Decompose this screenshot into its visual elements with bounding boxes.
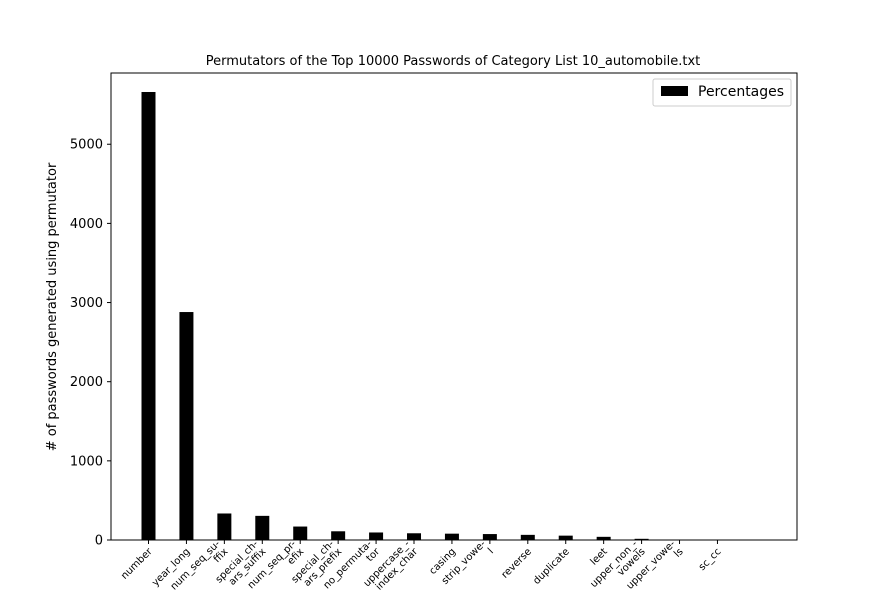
bar (559, 536, 573, 540)
y-tick-label: 3000 (70, 296, 103, 311)
bar (483, 534, 497, 540)
legend-swatch (661, 86, 688, 96)
bar (521, 535, 535, 540)
bar (407, 533, 421, 540)
x-tick-label-line: duplicate (531, 546, 572, 587)
bar (445, 534, 459, 540)
x-tick-label-line: l (486, 546, 496, 556)
x-tick-label-line: reverse (500, 546, 534, 580)
x-axis-ticks: numberyear_longnum_seq_su-ffixspecial_ch… (119, 538, 723, 600)
bar (369, 532, 383, 540)
legend-label: Percentages (698, 84, 784, 100)
y-tick-label: 5000 (70, 138, 103, 153)
x-tick-label: strip_vowe-l (440, 538, 496, 594)
bar (293, 527, 307, 540)
x-tick-label-line: number (119, 546, 155, 582)
y-tick-label: 1000 (70, 454, 103, 469)
y-axis-label: # of passwords generated using permutato… (45, 162, 60, 451)
y-tick-label: 2000 (70, 375, 103, 390)
bar (179, 312, 193, 540)
legend: Percentages (653, 79, 791, 106)
bar (331, 531, 345, 540)
bar (255, 516, 269, 540)
x-tick-label: reverse (500, 546, 534, 580)
y-axis-ticks: 0 1000 2000 3000 4000 5000 (70, 138, 111, 549)
x-tick-label: sc_cc (697, 546, 724, 573)
x-tick-label: number (119, 546, 155, 582)
bars (142, 92, 725, 540)
chart-title: Permutators of the Top 10000 Passwords o… (206, 54, 701, 69)
y-tick-label: 0 (95, 534, 103, 549)
bar (217, 513, 231, 540)
plot-frame (111, 73, 797, 540)
x-tick-label-line: sc_cc (697, 546, 724, 573)
bar (142, 92, 156, 540)
y-tick-label: 4000 (70, 217, 103, 232)
x-tick-label: duplicate (531, 546, 572, 587)
x-tick-label: upper_non_-vowels (589, 538, 648, 597)
